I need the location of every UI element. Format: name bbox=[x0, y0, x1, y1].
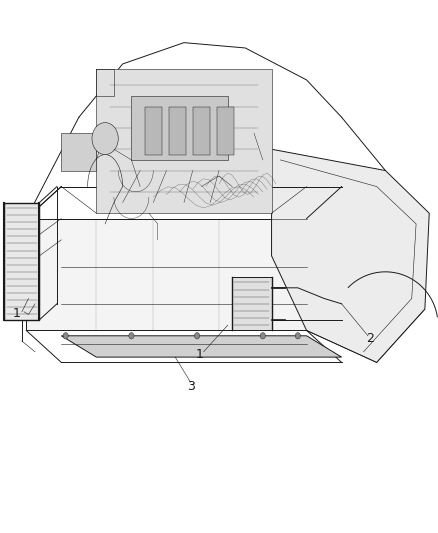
Circle shape bbox=[194, 333, 200, 339]
Polygon shape bbox=[4, 203, 39, 320]
Bar bbox=[217, 107, 234, 155]
Polygon shape bbox=[96, 69, 272, 213]
Polygon shape bbox=[232, 277, 272, 330]
Circle shape bbox=[129, 333, 134, 339]
Polygon shape bbox=[272, 149, 429, 362]
Polygon shape bbox=[61, 336, 342, 357]
Text: 1: 1 bbox=[195, 348, 203, 361]
Polygon shape bbox=[26, 219, 307, 330]
Polygon shape bbox=[61, 133, 96, 171]
Text: 3: 3 bbox=[187, 380, 194, 393]
Bar bbox=[145, 107, 162, 155]
Bar bbox=[169, 107, 186, 155]
Circle shape bbox=[92, 123, 118, 155]
Circle shape bbox=[260, 333, 265, 339]
Text: 1: 1 bbox=[13, 307, 21, 320]
Circle shape bbox=[63, 333, 68, 339]
Text: 2: 2 bbox=[366, 332, 374, 345]
Bar bbox=[193, 107, 210, 155]
Polygon shape bbox=[131, 96, 228, 160]
Circle shape bbox=[295, 333, 300, 339]
